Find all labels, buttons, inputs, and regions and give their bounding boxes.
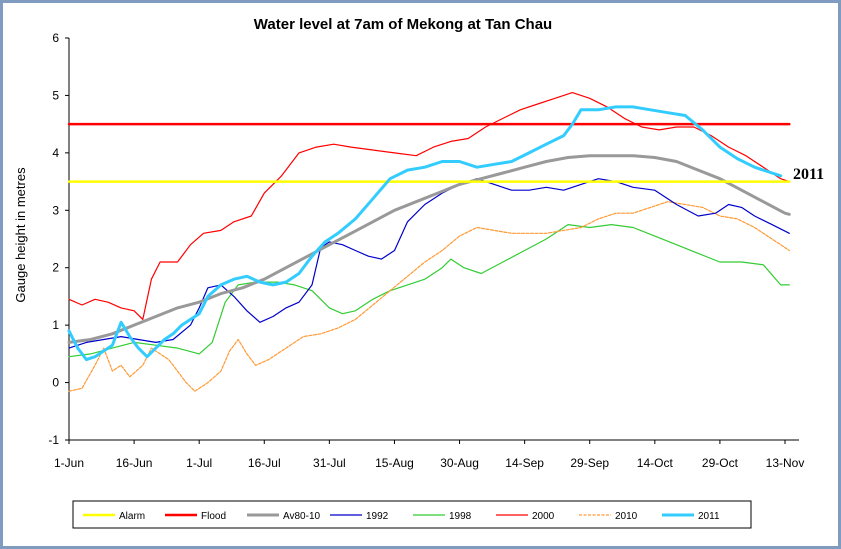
legend-label-alarm: Alarm bbox=[119, 511, 145, 522]
y-tick-label: 6 bbox=[52, 31, 59, 45]
x-tick-label: 29-Sep bbox=[570, 456, 609, 470]
legend: Alarm Flood Av80-10 1992 1998 2000 2010 2011 bbox=[72, 500, 752, 529]
legend-label-2011: 2011 bbox=[698, 511, 720, 522]
x-tick-label: 1-Jul bbox=[186, 456, 212, 470]
x-tick-label: 16-Jul bbox=[248, 456, 281, 470]
x-tick-label: 29-Oct bbox=[702, 456, 739, 470]
legend-label-flood: Flood bbox=[201, 511, 226, 522]
series-line-1992 bbox=[68, 178, 790, 349]
x-tick-label: 15-Aug bbox=[375, 456, 414, 470]
series-line-2011 bbox=[67, 105, 783, 362]
legend-label-2010: 2010 bbox=[615, 511, 638, 522]
series-line-2010 bbox=[68, 201, 790, 392]
y-axis-label: Gauge height in metres bbox=[13, 167, 28, 303]
legend-label-1998: 1998 bbox=[449, 511, 472, 522]
y-tick-label: 5 bbox=[52, 88, 59, 102]
legend-label-av80-10: Av80-10 bbox=[283, 511, 321, 522]
x-tick-label: 1-Jun bbox=[54, 456, 84, 470]
y-tick-label: 0 bbox=[52, 376, 59, 390]
axes: -1 0 1 2 3 4 5 6 1-Jun 16-Jun 1-Jul 16-Jul 31-Jul 15-… bbox=[48, 31, 804, 470]
series-line-av80-10 bbox=[67, 154, 791, 344]
x-tick-label: 14-Oct bbox=[637, 456, 674, 470]
x-tick-label: 16-Jun bbox=[116, 456, 153, 470]
x-tick-label: 14-Sep bbox=[505, 456, 544, 470]
water-level-chart: Water level at 7am of Mekong at Tan Chau… bbox=[13, 16, 824, 529]
x-tick-label: 30-Aug bbox=[440, 456, 479, 470]
series-line-2000 bbox=[68, 92, 790, 320]
y-tick-label: 3 bbox=[52, 203, 59, 217]
x-tick-label: 13-Nov bbox=[766, 456, 805, 470]
legend-label-2000: 2000 bbox=[532, 511, 555, 522]
y-tick-label: 2 bbox=[52, 261, 59, 275]
y-tick-label: 4 bbox=[52, 146, 59, 160]
x-tick-label: 31-Jul bbox=[313, 456, 346, 470]
legend-label-1992: 1992 bbox=[366, 511, 389, 522]
y-tick-label: -1 bbox=[48, 433, 59, 447]
series-line-1998 bbox=[68, 224, 790, 358]
plot-area bbox=[67, 92, 791, 392]
y-tick-label: 1 bbox=[52, 318, 59, 332]
chart-title: Water level at 7am of Mekong at Tan Chau bbox=[254, 16, 552, 33]
series-2011-annotation: 2011 bbox=[793, 166, 824, 183]
